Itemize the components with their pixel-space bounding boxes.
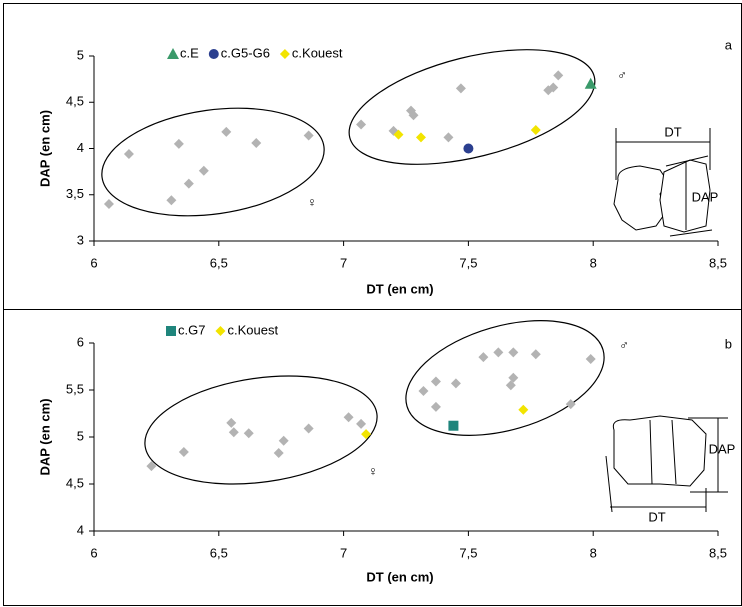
data-point	[198, 165, 209, 176]
x-tick-label: 8	[590, 255, 597, 270]
data-point	[278, 435, 289, 446]
data-point	[530, 125, 541, 135]
x-axis-title: DT (en cm)	[366, 281, 433, 296]
legend-label: c.Kouest	[227, 322, 278, 337]
data-point	[183, 178, 194, 189]
data-point	[478, 352, 489, 363]
x-tick-label: 7	[340, 255, 347, 270]
data-point	[553, 70, 564, 81]
data-point	[508, 347, 519, 358]
data-point	[178, 447, 189, 458]
bone-inset	[605, 415, 728, 513]
data-point	[418, 385, 429, 396]
data-point	[518, 404, 529, 415]
data-point	[408, 110, 419, 121]
x-tick-label: 6,5	[210, 255, 228, 270]
y-tick-label: 4	[77, 140, 84, 155]
legend-marker	[167, 48, 179, 59]
data-point	[146, 461, 157, 472]
data-point	[243, 428, 254, 439]
y-tick-label: 5,5	[66, 381, 84, 396]
bone-inset	[613, 128, 713, 237]
y-tick-label: 5	[77, 47, 84, 62]
x-axis-title: DT (en cm)	[366, 569, 433, 584]
y-axis-title: DAP (en cm)	[37, 110, 52, 187]
sex-symbol: ♀	[368, 463, 378, 478]
y-tick-label: 6	[77, 334, 84, 349]
group-ellipse	[348, 49, 596, 165]
group-ellipse	[144, 375, 378, 485]
y-tick-label: 4,5	[66, 94, 84, 109]
sex-symbol: ♀	[307, 194, 317, 209]
data-point	[303, 130, 314, 141]
data-point	[356, 119, 367, 130]
legend-label: c.Kouest	[292, 45, 343, 60]
data-point	[530, 349, 541, 360]
data-point	[221, 126, 232, 137]
y-tick-label: 4,5	[66, 475, 84, 490]
data-point	[505, 380, 516, 391]
data-point	[430, 376, 441, 387]
y-tick-label: 3	[77, 232, 84, 247]
x-tick-label: 8,5	[709, 255, 727, 270]
panel-label: a	[725, 37, 733, 52]
legend-label: c.G5-G6	[221, 45, 270, 60]
data-point	[448, 420, 459, 431]
x-tick-label: 6	[90, 255, 97, 270]
data-point	[508, 372, 519, 383]
data-point	[251, 137, 262, 148]
data-point	[493, 347, 504, 358]
data-point	[450, 378, 461, 389]
sex-symbol: ♂	[619, 337, 629, 352]
data-point	[463, 143, 474, 154]
inset-label: DAP	[709, 441, 736, 456]
data-point	[443, 132, 454, 143]
x-tick-label: 8	[590, 545, 597, 560]
legend-marker	[208, 49, 219, 59]
y-tick-label: 3,5	[66, 186, 84, 201]
legend-label: c.E	[180, 45, 199, 60]
group-ellipse	[101, 107, 325, 217]
inset-label: DT	[664, 124, 681, 139]
panel-frame	[3, 3, 742, 310]
y-tick-label: 4	[77, 522, 84, 537]
x-tick-label: 8,5	[709, 545, 727, 560]
sex-symbol: ♂	[617, 67, 627, 82]
data-point	[548, 82, 559, 93]
data-point	[343, 412, 354, 423]
data-point	[584, 77, 597, 89]
y-axis-title: DAP (en cm)	[37, 398, 52, 475]
data-point	[228, 427, 239, 438]
x-tick-label: 6	[90, 545, 97, 560]
data-point	[356, 418, 367, 429]
y-tick-label: 5	[77, 428, 84, 443]
panel-label: b	[725, 336, 732, 351]
data-point	[415, 132, 426, 143]
data-point	[455, 83, 466, 94]
x-tick-label: 7,5	[459, 255, 477, 270]
data-point	[430, 401, 441, 412]
legend-marker	[166, 326, 176, 336]
data-point	[103, 199, 114, 209]
data-point	[565, 399, 576, 410]
group-ellipse	[405, 320, 605, 436]
legend-marker	[215, 326, 226, 336]
x-tick-label: 6,5	[210, 545, 228, 560]
data-point	[361, 429, 372, 440]
data-point	[273, 447, 284, 458]
data-point	[123, 149, 134, 160]
legend-marker	[279, 49, 290, 59]
legend-label: c.G7	[178, 322, 205, 337]
data-point	[173, 138, 184, 149]
x-tick-label: 7	[340, 545, 347, 560]
inset-label: DAP	[692, 189, 719, 204]
data-point	[166, 195, 177, 206]
x-tick-label: 7,5	[459, 545, 477, 560]
data-point	[226, 417, 237, 428]
inset-label: DT	[648, 509, 665, 524]
data-point	[393, 129, 404, 140]
data-point	[585, 353, 596, 364]
data-point	[303, 423, 314, 434]
